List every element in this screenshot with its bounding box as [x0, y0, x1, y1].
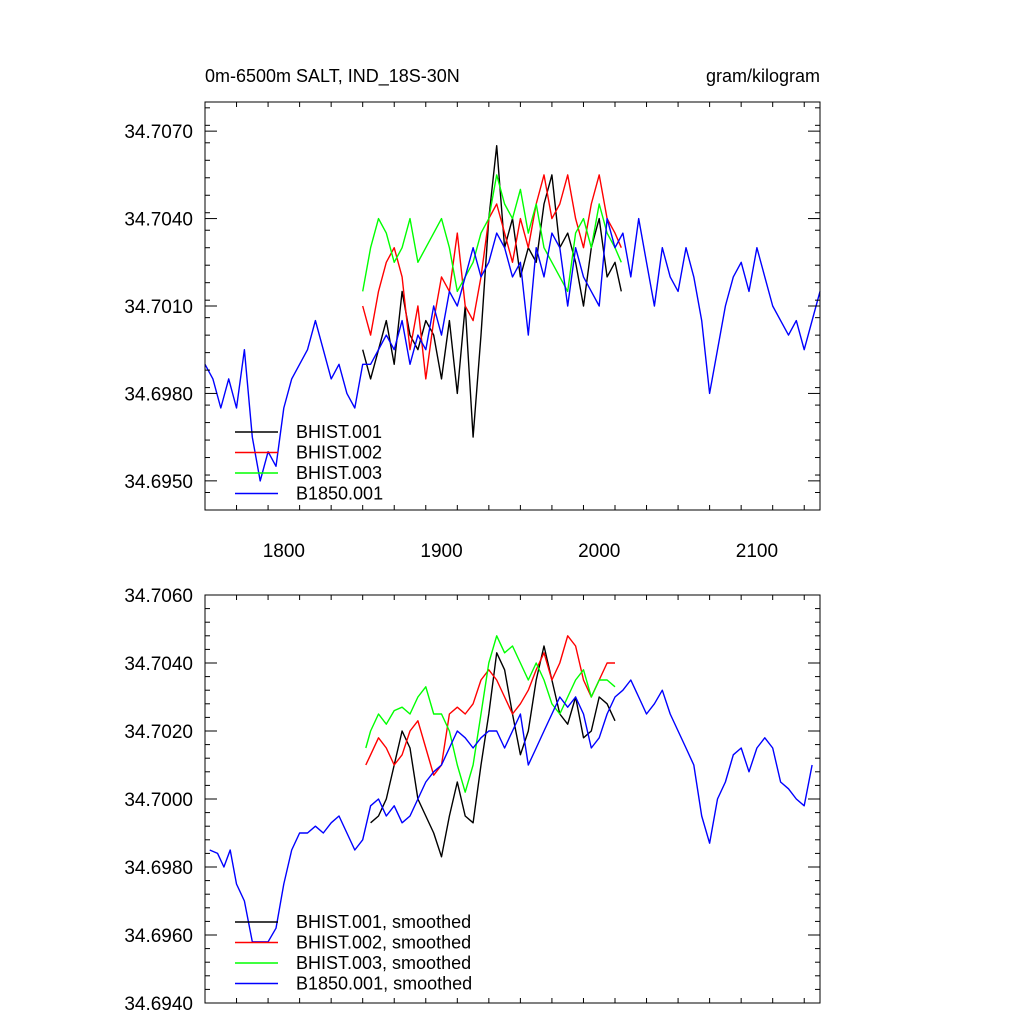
- top-panel: 0m-6500m SALT, IND_18S-30N gram/kilogram…: [124, 66, 821, 562]
- y-tick-label: 34.7060: [124, 586, 193, 607]
- legend-label: BHIST.001, smoothed: [296, 912, 471, 932]
- bottom-panel: 34.6940 34.6960 34.6980 34.7000 34.7020 34.70…: [124, 586, 821, 1015]
- series-line-1: [365, 635, 615, 776]
- y-tick-label: 34.6940: [124, 994, 193, 1015]
- legend-label: BHIST.002, smoothed: [296, 933, 471, 953]
- series-line-3: [209, 679, 813, 943]
- legend-label: BHIST.003: [296, 463, 382, 483]
- x-tick-label: 1800: [263, 541, 305, 562]
- x-tick-label: 2100: [736, 541, 778, 562]
- y-tick-label: 34.7040: [124, 210, 193, 231]
- series-line-0: [362, 144, 622, 438]
- series-line-0: [370, 645, 616, 858]
- legend-label: BHIST.003, smoothed: [296, 953, 471, 973]
- y-tick-label: 34.6980: [124, 384, 193, 405]
- y-tick-label: 34.6960: [124, 926, 193, 947]
- series-line-2: [365, 635, 616, 793]
- y-tick-label: 34.7040: [124, 654, 193, 675]
- units-label: gram/kilogram: [706, 66, 820, 86]
- series-line-1: [362, 174, 622, 380]
- legend-label: BHIST.001: [296, 422, 382, 442]
- y-tick-label: 34.7010: [124, 297, 193, 318]
- y-tick-label: 34.6980: [124, 858, 193, 879]
- series-line-3: [204, 217, 821, 482]
- chart-title: 0m-6500m SALT, IND_18S-30N: [205, 66, 460, 87]
- legend-label: B1850.001: [296, 484, 383, 504]
- legend-label: B1850.001, smoothed: [296, 974, 472, 994]
- y-tick-label: 34.7070: [124, 122, 193, 143]
- y-tick-label: 34.7020: [124, 722, 193, 743]
- legend-label: BHIST.002: [296, 443, 382, 463]
- y-tick-label: 34.7000: [124, 790, 193, 811]
- x-tick-label: 1900: [420, 541, 462, 562]
- x-tick-label: 2000: [578, 541, 620, 562]
- series-line-2: [362, 174, 622, 293]
- y-tick-label: 34.6950: [124, 472, 193, 493]
